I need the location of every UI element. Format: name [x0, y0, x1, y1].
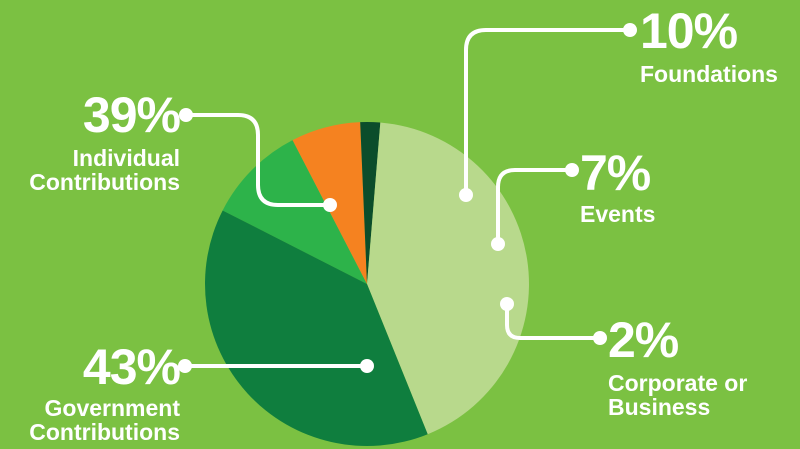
name-foundations: Foundations	[640, 61, 778, 87]
callout-events-dot-outer	[565, 163, 579, 177]
slice-government-contributions	[367, 122, 529, 435]
name-corporate-line1: Corporate or	[608, 370, 748, 396]
callout-foundations-dot-outer	[623, 23, 637, 37]
slice-individual-contributions	[205, 210, 428, 446]
pct-government: 43%	[82, 339, 181, 395]
pct-events: 7%	[580, 145, 651, 201]
pct-corporate: 2%	[608, 312, 679, 368]
callout-foundations-line	[464, 28, 632, 197]
callout-individual-dot-inner	[323, 198, 337, 212]
callout-dots	[178, 23, 637, 373]
pie-slices	[205, 121, 529, 446]
callout-government-dot-outer	[178, 359, 192, 373]
label-events: 7% Events	[580, 148, 655, 226]
name-events: Events	[580, 201, 656, 227]
callout-corporate-line	[505, 302, 602, 340]
callout-events-line	[496, 168, 574, 246]
name-corporate-line2: Business	[608, 394, 711, 420]
callout-government-dot-inner	[360, 359, 374, 373]
name-government-line1: Government	[44, 395, 180, 421]
slice-corporate-or-business	[360, 121, 381, 284]
callout-lines	[183, 28, 632, 368]
name-individual-line2: Contributions	[29, 169, 180, 195]
callout-events-dot-inner	[491, 237, 505, 251]
callout-foundations-dot-inner	[459, 188, 473, 202]
label-individual: 39% Individual Contributions	[0, 87, 181, 195]
label-government: 43% Government Contributions	[0, 339, 181, 445]
pct-individual: 39%	[82, 87, 181, 143]
name-individual-line1: Individual	[72, 145, 180, 171]
callout-individual-dot-outer	[179, 108, 193, 122]
callout-individual-line	[184, 113, 332, 207]
name-government-line2: Contributions	[29, 419, 180, 445]
pct-foundations: 10%	[640, 3, 738, 59]
callout-corporate-dot-outer	[593, 331, 607, 345]
label-corporate: 2% Corporate or Business	[608, 315, 747, 419]
label-foundations: 10% Foundations	[640, 6, 778, 86]
callout-corporate-dot-inner	[500, 297, 514, 311]
